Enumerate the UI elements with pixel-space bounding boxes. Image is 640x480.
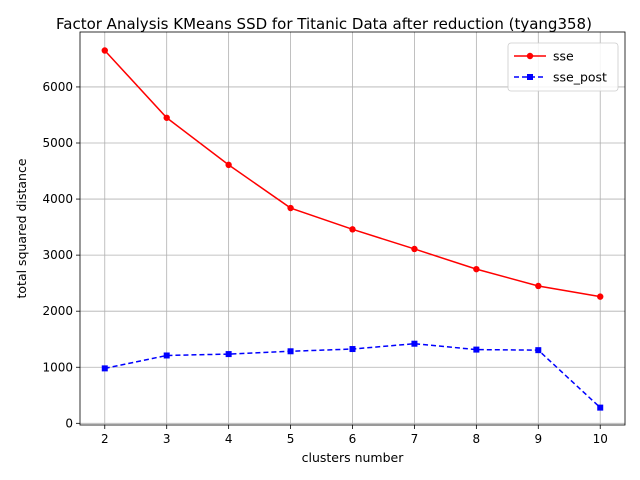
y-tick-label: 1000 [42,360,73,374]
y-tick-label: 3000 [42,248,73,262]
data-point-sse-post [411,340,418,347]
legend-sse-post-marker [527,74,533,80]
data-point-sse-post [287,348,294,355]
x-tick-label: 4 [225,432,233,446]
axis-ticks: 2 3 4 5 6 7 8 9 10 0 1000 2000 3000 4000 5000 6000 [42,80,607,446]
data-point-sse-post [163,352,170,359]
x-tick-label: 3 [163,432,171,446]
legend-sse-label: sse [553,49,574,64]
y-tick-label: 4000 [42,192,73,206]
data-point-sse [287,204,294,212]
legend-sse-post-label: sse_post [553,70,607,85]
data-point-sse-post [473,346,480,353]
legend: sse sse_post [507,42,619,92]
data-point-sse-post [535,347,542,354]
data-point-sse [225,161,232,169]
data-point-sse [349,226,356,233]
x-axis-label: clusters number [302,450,405,465]
data-point-sse-post [225,351,232,358]
x-tick-label: 7 [411,432,419,446]
plot-frame [79,31,626,426]
x-tick-label: 6 [349,432,357,446]
data-point-sse-post [101,365,108,372]
data-point-sse [597,293,604,300]
data-point-sse [411,245,418,253]
data-point-sse [473,265,480,273]
x-tick-label: 2 [101,432,109,446]
data-point-sse-post [597,404,604,411]
legend-sse-marker [526,52,534,60]
y-tick-label: 0 [65,416,73,430]
y-tick-label: 5000 [42,136,73,150]
x-tick-label: 9 [534,432,542,446]
data-point-sse [535,282,542,290]
chart-title: Factor Analysis KMeans SSD for Titanic D… [56,15,592,33]
y-axis-label: total squared distance [14,158,29,298]
x-tick-label: 5 [287,432,295,446]
series-layer [101,47,604,411]
data-point-sse [101,47,108,54]
y-tick-label: 2000 [42,304,73,318]
y-tick-label: 6000 [42,80,73,94]
x-tick-label: 10 [593,432,608,446]
data-point-sse-post [349,346,356,353]
x-tick-label: 8 [473,432,481,446]
legend-box [507,42,619,92]
data-point-sse [163,114,170,121]
